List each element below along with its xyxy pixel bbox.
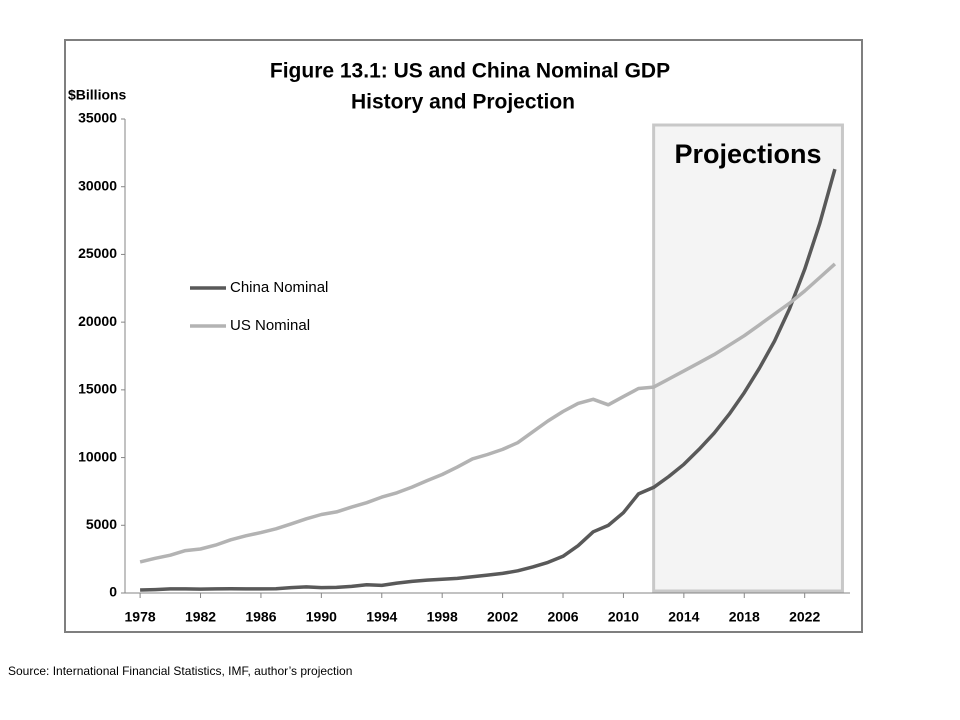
y-tick-label: 15000 [78, 381, 117, 397]
x-tick-label: 2022 [789, 609, 820, 625]
y-tick-label: 5000 [86, 516, 117, 532]
x-tick-label: 1986 [245, 609, 276, 625]
chart-subtitle: History and Projection [351, 91, 575, 114]
x-tick-label: 2010 [608, 609, 639, 625]
x-tick-label: 2018 [729, 609, 760, 625]
x-tick-label: 2006 [547, 609, 578, 625]
x-tick-label: 2002 [487, 609, 518, 625]
y-tick-label: 25000 [78, 245, 117, 261]
series-line [139, 262, 837, 564]
legend-label: China Nominal [230, 279, 328, 296]
y-tick-label: 0 [109, 584, 117, 600]
x-tick-label: 1978 [125, 609, 156, 625]
series-line [140, 168, 837, 592]
y-tick-label: 20000 [78, 313, 117, 329]
legend-label: US Nominal [230, 317, 310, 334]
x-tick-label: 2014 [668, 609, 699, 625]
x-tick-label: 1982 [185, 609, 216, 625]
source-note: Source: International Financial Statisti… [8, 664, 352, 678]
x-tick-label: 1994 [366, 609, 397, 625]
chart-title: Figure 13.1: US and China Nominal GDP [270, 60, 670, 83]
y-tick-label: 35000 [78, 110, 117, 126]
x-tick-label: 1998 [427, 609, 458, 625]
y-axis-label: $Billions [68, 87, 127, 103]
x-tick-label: 1990 [306, 609, 337, 625]
legend-box [180, 270, 360, 346]
y-tick-label: 30000 [78, 177, 117, 193]
projection-label: Projections [675, 139, 822, 169]
projection-region [652, 123, 844, 593]
y-tick-label: 10000 [78, 448, 117, 464]
